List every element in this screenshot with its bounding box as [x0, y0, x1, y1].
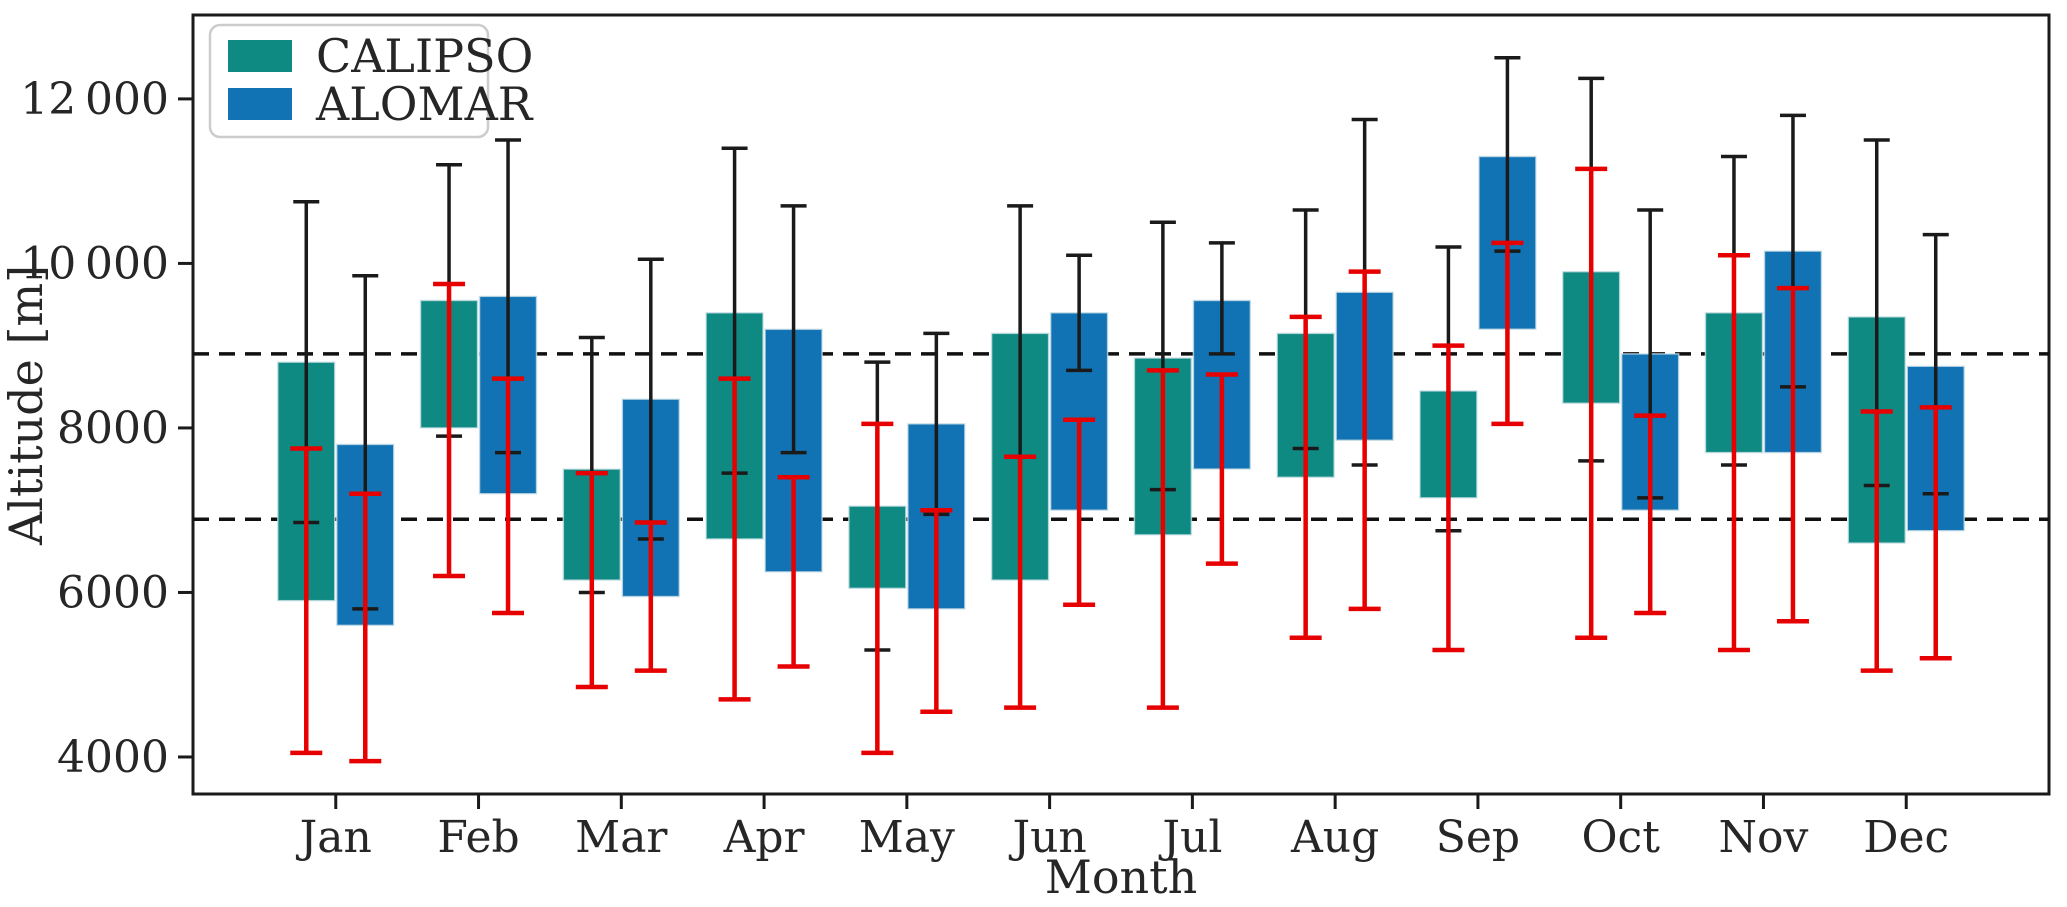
x-tick-label-jan: Jan: [296, 812, 372, 863]
y-axis-title: Altitude [m]: [0, 265, 53, 546]
x-tick-label-mar: Mar: [575, 812, 668, 863]
x-tick-label-aug: Aug: [1290, 812, 1379, 863]
y-tick-label: 10 000: [20, 238, 169, 289]
calipso-swatch-icon: [228, 40, 292, 72]
y-tick-label: 6000: [57, 567, 169, 618]
y-tick-label: 4000: [57, 732, 169, 783]
axis-ticks-layer: 4000 6000 8000 10 000 12 000 Jan Feb Mar Apr May J…: [20, 74, 1949, 863]
y-tick-label: 12 000: [20, 74, 169, 125]
x-tick-label-feb: Feb: [437, 812, 519, 863]
alomar-swatch-icon: [228, 88, 292, 120]
legend-label-alomar: ALOMAR: [315, 77, 534, 131]
x-tick-label-apr: Apr: [723, 812, 806, 863]
x-tick-label-oct: Oct: [1581, 812, 1660, 863]
x-tick-label-dec: Dec: [1863, 812, 1949, 863]
legend: CALIPSO ALOMAR: [208, 23, 534, 139]
x-tick-label-nov: Nov: [1719, 812, 1809, 863]
x-tick-label-jul: Jul: [1158, 812, 1222, 863]
x-axis-title: Month: [1045, 850, 1198, 904]
legend-label-calipso: CALIPSO: [316, 29, 533, 83]
red-errorbars-layer: [290, 166, 1952, 764]
y-tick-label: 8000: [57, 403, 169, 454]
x-tick-label-may: May: [859, 812, 955, 863]
x-tick-label-jun: Jun: [1008, 812, 1086, 863]
x-tick-label-sep: Sep: [1436, 812, 1520, 863]
